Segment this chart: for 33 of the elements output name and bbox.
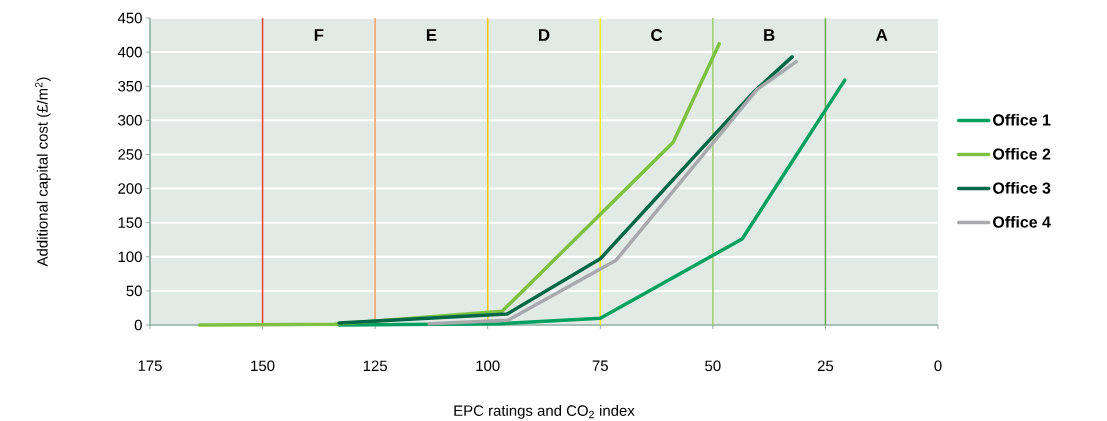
x-axis-title: EPC ratings and CO$_{2}$ index: [454, 404, 635, 419]
annotation: B: [764, 29, 775, 41]
y-tick-label: 450: [117, 12, 142, 24]
annotation: E: [426, 29, 437, 41]
legend-label: Office 4: [993, 216, 1051, 228]
legend-label: Office 1: [993, 113, 1051, 126]
annotation: D: [539, 29, 550, 41]
y-tick-label: 350: [118, 80, 142, 92]
y-tick-label: 400: [117, 46, 142, 58]
annotation: F: [314, 29, 324, 41]
annotation: A: [876, 29, 888, 41]
line-series: [337, 55, 794, 325]
line-series: [427, 59, 798, 326]
x-tick-label: 50: [705, 360, 721, 372]
y-tick-label: 250: [118, 149, 142, 160]
annotation: C: [651, 29, 663, 41]
y-tick-label: 200: [118, 183, 142, 194]
x-tick-label: 25: [817, 360, 834, 372]
x-tick-label: 75: [592, 360, 608, 371]
legend-label: Office 2: [993, 147, 1051, 160]
line-series: [337, 78, 847, 327]
x-tick-label: 0: [934, 360, 942, 372]
y-tick-label: 100: [118, 251, 142, 263]
y-axis-title: Additional capital cost (£/m$^{2}$): [35, 77, 51, 267]
legend-label: Office 3: [993, 182, 1051, 194]
x-tick-label: 150: [251, 360, 275, 372]
x-tick-label: 175: [138, 360, 162, 371]
y-tick-label: 0: [134, 319, 142, 331]
y-tick-label: 300: [118, 115, 142, 126]
x-tick-label: 100: [476, 360, 500, 372]
y-tick-label: 50: [126, 285, 142, 297]
y-tick-label: 150: [118, 217, 142, 228]
x-tick-label: 125: [363, 360, 387, 372]
